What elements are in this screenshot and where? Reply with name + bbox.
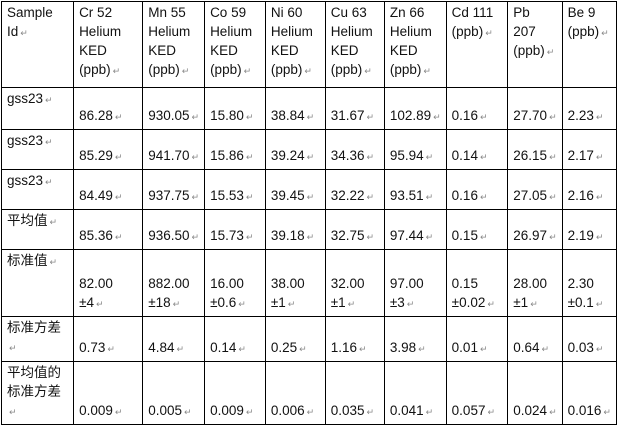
header-row: Sample IdCr 52 Helium KED (ppb)Mn 55 Hel…	[0, 1, 617, 88]
table-cell: 15.73	[204, 209, 266, 250]
table-cell: 0.16	[445, 87, 509, 130]
table-cell: 2.16	[561, 169, 617, 210]
table-cell: 0.006	[264, 361, 326, 425]
table-cell: 86.28	[73, 87, 144, 130]
table-cell: 0.01	[445, 316, 509, 362]
row-label: gss23	[0, 169, 75, 210]
row-label: 平均值	[0, 209, 75, 250]
table-cell: 39.24	[264, 129, 326, 170]
table-cell: 27.05	[507, 169, 563, 210]
table-cell: 0.041	[383, 361, 447, 425]
table-cell: 0.16	[445, 169, 509, 210]
table-cell: 38.84	[264, 87, 326, 130]
table-cell: 31.67	[324, 87, 385, 130]
table-cell: 0.035	[324, 361, 385, 425]
table-cell: 0.009	[204, 361, 266, 425]
column-header: Be 9 (ppb)	[561, 1, 617, 88]
table-row: 平均值85.36936.5015.7339.1832.7597.440.1526…	[0, 209, 617, 250]
table-cell: 26.15	[507, 129, 563, 170]
table-cell: 930.05	[142, 87, 206, 130]
table-row: 标准方差0.734.840.140.251.163.980.010.640.03	[0, 316, 617, 362]
table-cell: 0.15 ±0.02	[445, 249, 509, 317]
row-label: 标准值	[0, 249, 75, 317]
table-cell: 937.75	[142, 169, 206, 210]
column-header: Pb 207 (ppb)	[507, 1, 563, 88]
table-cell: 2.23	[561, 87, 617, 130]
table-cell: 39.18	[264, 209, 326, 250]
table-cell: 85.36	[73, 209, 144, 250]
table-row: 平均值的 标准方差0.0090.0050.0090.0060.0350.0410…	[0, 361, 617, 425]
column-header: Co 59 Helium KED (ppb)	[204, 1, 266, 88]
table-cell: 82.00 ±4	[73, 249, 144, 317]
table-cell: 97.44	[383, 209, 447, 250]
table-cell: 15.53	[204, 169, 266, 210]
table-cell: 0.14	[445, 129, 509, 170]
table-cell: 38.00 ±1	[264, 249, 326, 317]
column-header: Zn 66 Helium KED (ppb)	[383, 1, 447, 88]
table-cell: 84.49	[73, 169, 144, 210]
table-cell: 16.00 ±0.6	[204, 249, 266, 317]
table-cell: 0.005	[142, 361, 206, 425]
table-cell: 95.94	[383, 129, 447, 170]
table-cell: 27.70	[507, 87, 563, 130]
column-header: Cr 52 Helium KED (ppb)	[73, 1, 144, 88]
column-header: Ni 60 Helium KED (ppb)	[264, 1, 326, 88]
table-cell: 26.97	[507, 209, 563, 250]
table-cell: 32.22	[324, 169, 385, 210]
table-cell: 0.14	[204, 316, 266, 362]
table-cell: 2.17	[561, 129, 617, 170]
table-cell: 102.89	[383, 87, 447, 130]
table-cell: 0.057	[445, 361, 509, 425]
table-cell: 882.00 ±18	[142, 249, 206, 317]
table-cell: 28.00 ±1	[507, 249, 563, 317]
table-cell: 34.36	[324, 129, 385, 170]
table-cell: 0.25	[264, 316, 326, 362]
table-cell: 0.016	[561, 361, 617, 425]
table-cell: 15.80	[204, 87, 266, 130]
table-cell: 85.29	[73, 129, 144, 170]
column-header: Mn 55 Helium KED (ppb)	[142, 1, 206, 88]
table-cell: 2.19	[561, 209, 617, 250]
table-cell: 0.009	[73, 361, 144, 425]
table-row: 标准值82.00 ±4882.00 ±1816.00 ±0.638.00 ±13…	[0, 249, 617, 317]
table-cell: 2.30 ±0.1	[561, 249, 617, 317]
table-cell: 93.51	[383, 169, 447, 210]
table-cell: 0.03	[561, 316, 617, 362]
column-header: Sample Id	[0, 1, 75, 88]
table-cell: 32.75	[324, 209, 385, 250]
table-row: gss2384.49937.7515.5339.4532.2293.510.16…	[0, 169, 617, 210]
table-cell: 0.64	[507, 316, 563, 362]
column-header: Cd 111 (ppb)	[445, 1, 509, 88]
table-cell: 32.00 ±1	[324, 249, 385, 317]
row-label: gss23	[0, 129, 75, 170]
table-cell: 3.98	[383, 316, 447, 362]
row-label: gss23	[0, 87, 75, 130]
column-header: Cu 63 Helium KED (ppb)	[324, 1, 385, 88]
table-cell: 0.73	[73, 316, 144, 362]
row-label: 标准方差	[0, 316, 75, 362]
table-cell: 4.84	[142, 316, 206, 362]
table-cell: 1.16	[324, 316, 385, 362]
table-cell: 97.00 ±3	[383, 249, 447, 317]
table-cell: 941.70	[142, 129, 206, 170]
table-cell: 0.15	[445, 209, 509, 250]
table-row: gss2385.29941.7015.8639.2434.3695.940.14…	[0, 129, 617, 170]
table-cell: 39.45	[264, 169, 326, 210]
table-cell: 15.86	[204, 129, 266, 170]
table-cell: 936.50	[142, 209, 206, 250]
table-row: gss2386.28930.0515.8038.8431.67102.890.1…	[0, 87, 617, 130]
row-label: 平均值的 标准方差	[0, 361, 75, 425]
table-cell: 0.024	[507, 361, 563, 425]
